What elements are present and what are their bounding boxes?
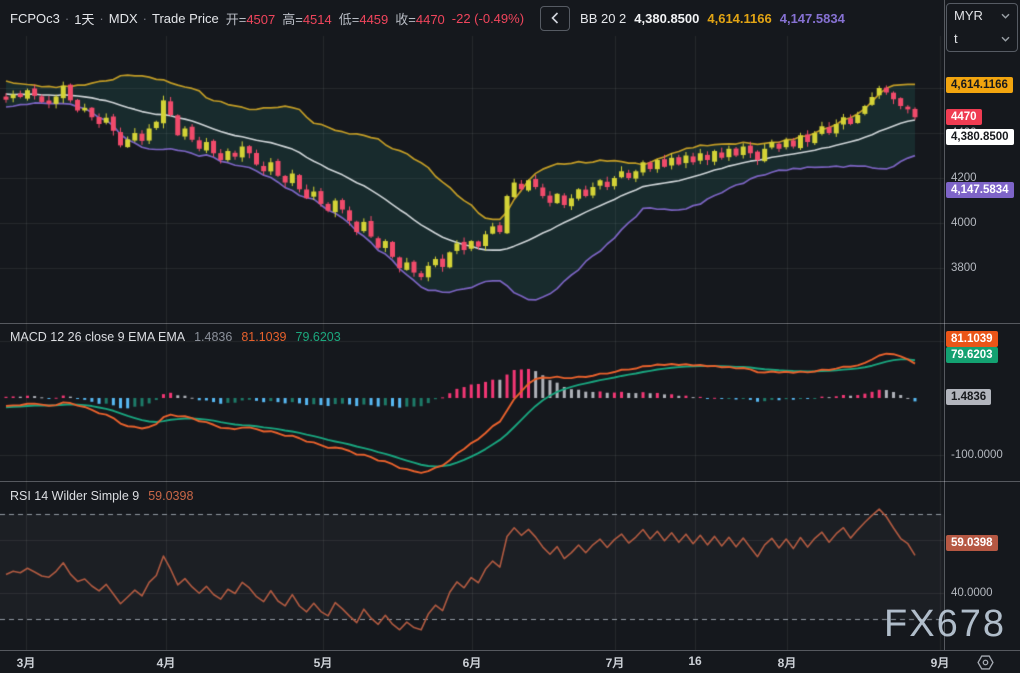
time-axis-label: 16 <box>688 654 702 668</box>
chevron-down-icon <box>1001 36 1010 42</box>
chart-header: FCPOc3 · 1天 · MDX · Trade Price 开=4507 高… <box>0 0 942 36</box>
axis-price-badge: 79.6203 <box>946 347 998 364</box>
bb-lower-value: 4,147.5834 <box>779 10 845 26</box>
open-label: 开= <box>225 11 247 27</box>
time-axis-label: 5月 <box>313 656 333 670</box>
panel-separator-main-macd[interactable] <box>0 323 1020 324</box>
close-label: 收= <box>395 11 416 27</box>
axis-price-badge: 4,147.5834 <box>946 181 1014 198</box>
axis-price-badge: 4470 <box>946 109 982 126</box>
bb-upper-value: 4,614.1166 <box>707 10 772 26</box>
high-label: 高= <box>282 11 303 27</box>
time-axis-label: 9月 <box>930 656 950 670</box>
interval-label[interactable]: 1天 <box>74 11 95 27</box>
time-axis[interactable]: 3月 4月 5月 6月 7月 16 8月 9月 <box>0 650 1020 673</box>
high-value: 4514 <box>302 11 332 27</box>
rsi-title-text[interactable]: RSI 14 Wilder Simple 9 <box>10 489 140 503</box>
close-value: 4470 <box>415 11 445 27</box>
axis-unit-box: MYR t <box>946 3 1018 52</box>
axis-price-badge: 4,380.8500 <box>946 129 1014 146</box>
watermark: FX678 <box>884 603 1006 645</box>
macd-signal-value: 79.6203 <box>295 330 341 344</box>
low-value: 4459 <box>359 11 389 27</box>
axis-price-badge: 59.0398 <box>946 535 998 551</box>
panel-separator-macd-rsi[interactable] <box>0 481 1020 482</box>
time-axis-label: 4月 <box>156 656 176 670</box>
low-label: 低= <box>338 11 360 27</box>
axis-price-badge: 81.1039 <box>946 330 998 347</box>
currency-dropdown[interactable]: MYR <box>947 4 1017 27</box>
chevron-down-icon <box>1001 13 1010 19</box>
symbol-name[interactable]: FCPOc3 <box>10 10 60 26</box>
currency-value: MYR <box>954 8 983 23</box>
macd-title-text[interactable]: MACD 12 26 close 9 EMA EMA <box>10 330 186 344</box>
separator-dot: · <box>99 10 104 26</box>
chevron-left-icon <box>551 12 559 24</box>
exchange-label: MDX <box>108 10 138 26</box>
time-axis-label: 7月 <box>605 656 625 670</box>
price-type-label: Trade Price <box>152 10 219 26</box>
axis-price-badge: 4,614.1166 <box>946 76 1013 93</box>
axis-price-badge: 1.4836 <box>946 389 992 406</box>
change-value: -22 (-0.49%) <box>451 10 525 26</box>
bb-indicator-label[interactable]: BB 20 2 <box>580 10 627 26</box>
axis-tick-label: 4000 <box>951 217 977 230</box>
axis-tick-label: -100.0000 <box>951 449 1003 461</box>
macd-hist-value: 1.4836 <box>194 330 233 344</box>
rsi-value: 59.0398 <box>148 489 194 503</box>
axis-tick-label: 40.0000 <box>951 586 993 599</box>
axis-tick-label: 3800 <box>951 262 977 275</box>
axis-settings-gear-icon[interactable] <box>977 654 994 671</box>
unit-dropdown[interactable]: t <box>947 27 1017 50</box>
price-axis[interactable]: 46004400420040003800-100.000040.00004,61… <box>945 0 1020 650</box>
separator-dot: · <box>64 10 70 26</box>
rsi-panel-title: RSI 14 Wilder Simple 9 59.0398 <box>10 489 193 503</box>
price-axis-separator <box>944 0 945 673</box>
unit-value: t <box>954 31 958 46</box>
time-axis-label: 6月 <box>462 656 482 670</box>
back-button[interactable] <box>540 5 571 31</box>
macd-line-value: 81.1039 <box>241 330 287 344</box>
axis-tick-label: 4200 <box>951 172 977 185</box>
open-value: 4507 <box>246 11 276 27</box>
bb-basis-value: 4,380.8500 <box>634 10 700 26</box>
macd-panel-title: MACD 12 26 close 9 EMA EMA 1.4836 81.103… <box>10 330 341 344</box>
time-axis-label: 8月 <box>777 656 797 670</box>
separator-dot: · <box>142 10 147 26</box>
time-axis-label: 3月 <box>16 656 36 670</box>
